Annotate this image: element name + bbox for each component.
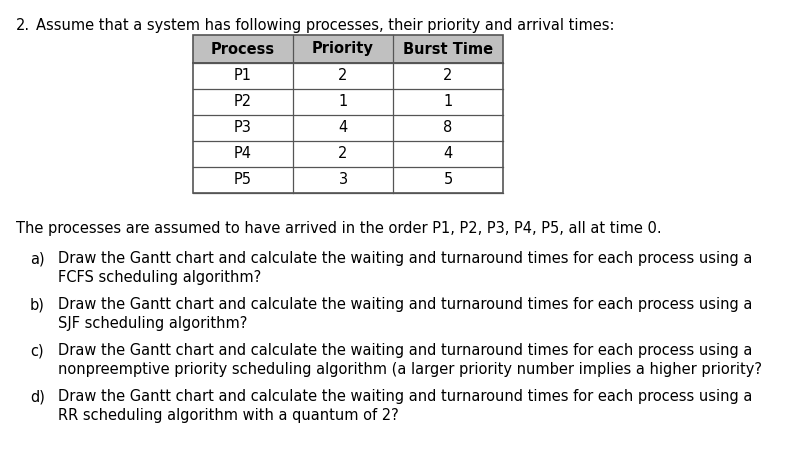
Text: The processes are assumed to have arrived in the order P1, P2, P3, P4, P5, all a: The processes are assumed to have arrive… <box>16 221 661 236</box>
Text: P1: P1 <box>234 69 252 83</box>
Text: P4: P4 <box>234 147 252 161</box>
Text: SJF scheduling algorithm?: SJF scheduling algorithm? <box>58 316 247 331</box>
Text: Draw the Gantt chart and calculate the waiting and turnaround times for each pro: Draw the Gantt chart and calculate the w… <box>58 343 752 358</box>
Text: P2: P2 <box>234 95 252 109</box>
Text: 2: 2 <box>339 69 347 83</box>
Text: Assume that a system has following processes, their priority and arrival times:: Assume that a system has following proce… <box>36 18 615 33</box>
Bar <box>193 35 503 193</box>
Text: 5: 5 <box>444 172 452 188</box>
Text: 2: 2 <box>339 147 347 161</box>
Text: 1: 1 <box>444 95 452 109</box>
Text: P5: P5 <box>234 172 252 188</box>
Text: Draw the Gantt chart and calculate the waiting and turnaround times for each pro: Draw the Gantt chart and calculate the w… <box>58 389 752 404</box>
Bar <box>193 35 503 63</box>
Text: Burst Time: Burst Time <box>403 41 493 57</box>
Text: 4: 4 <box>339 120 347 136</box>
Text: nonpreemptive priority scheduling algorithm (a larger priority number implies a : nonpreemptive priority scheduling algori… <box>58 362 762 377</box>
Text: FCFS scheduling algorithm?: FCFS scheduling algorithm? <box>58 270 262 285</box>
Text: P3: P3 <box>234 120 252 136</box>
Text: d): d) <box>30 389 45 404</box>
Text: 2: 2 <box>444 69 452 83</box>
Text: c): c) <box>30 343 44 358</box>
Text: 1: 1 <box>339 95 347 109</box>
Text: 2.: 2. <box>16 18 30 33</box>
Text: 4: 4 <box>444 147 452 161</box>
Text: 8: 8 <box>444 120 452 136</box>
Text: Priority: Priority <box>312 41 374 57</box>
Text: 3: 3 <box>339 172 347 188</box>
Text: Process: Process <box>211 41 275 57</box>
Text: a): a) <box>30 251 45 266</box>
Text: RR scheduling algorithm with a quantum of 2?: RR scheduling algorithm with a quantum o… <box>58 408 399 423</box>
Text: Draw the Gantt chart and calculate the waiting and turnaround times for each pro: Draw the Gantt chart and calculate the w… <box>58 297 752 312</box>
Text: b): b) <box>30 297 45 312</box>
Text: Draw the Gantt chart and calculate the waiting and turnaround times for each pro: Draw the Gantt chart and calculate the w… <box>58 251 752 266</box>
